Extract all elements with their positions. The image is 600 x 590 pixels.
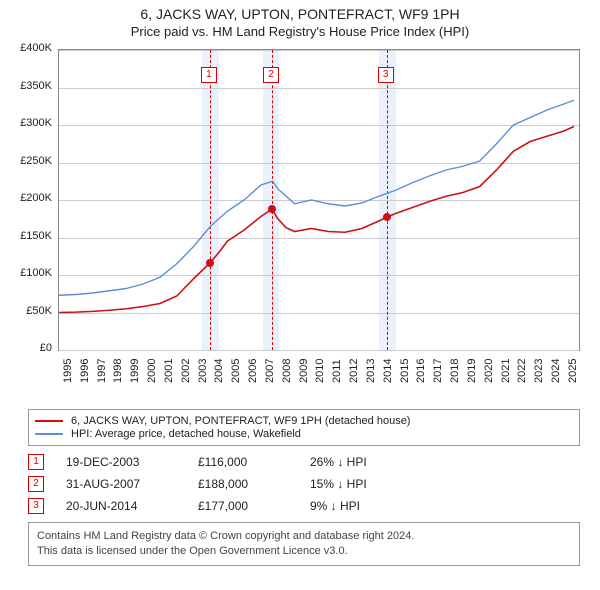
y-axis-label: £50K [10,305,52,317]
x-axis-label: 2014 [382,359,394,383]
x-axis-label: 2000 [146,359,158,383]
y-axis-label: £250K [10,155,52,167]
x-axis-label: 1995 [62,359,74,383]
sale-row: 3 20-JUN-2014 £177,000 9% ↓ HPI [28,498,580,514]
legend-item: 6, JACKS WAY, UPTON, PONTEFRACT, WF9 1PH… [35,415,573,427]
page-subtitle: Price paid vs. HM Land Registry's House … [0,24,600,39]
sales-table: 1 19-DEC-2003 £116,000 26% ↓ HPI 2 31-AU… [28,454,580,514]
series-property [59,127,574,313]
sale-marker: 3 [28,498,44,514]
y-axis-label: £200K [10,192,52,204]
sale-price: £177,000 [198,499,288,513]
legend-item: HPI: Average price, detached house, Wake… [35,428,573,440]
sale-price: £188,000 [198,477,288,491]
x-axis-label: 2015 [399,359,411,383]
x-axis-label: 2009 [298,359,310,383]
x-axis-label: 2005 [230,359,242,383]
legend-swatch [35,420,63,422]
sale-marker: 2 [263,67,279,83]
sale-marker: 3 [378,67,394,83]
page-title: 6, JACKS WAY, UPTON, PONTEFRACT, WF9 1PH [0,6,600,22]
y-axis-label: £400K [10,42,52,54]
y-axis-label: £150K [10,230,52,242]
x-axis-label: 2006 [247,359,259,383]
price-chart: £0 £50K £100K £150K £200K £250K £300K £350K £400… [10,43,590,403]
plot-area [58,49,580,351]
sale-date: 19-DEC-2003 [66,455,176,469]
sale-date: 31-AUG-2007 [66,477,176,491]
series-hpi [59,100,574,295]
sale-hpi: 9% ↓ HPI [310,499,410,513]
sale-date: 20-JUN-2014 [66,499,176,513]
y-axis-label: £350K [10,80,52,92]
sale-price: £116,000 [198,455,288,469]
sale-row: 2 31-AUG-2007 £188,000 15% ↓ HPI [28,476,580,492]
x-axis-label: 2025 [567,359,579,383]
x-axis-label: 2008 [281,359,293,383]
y-axis-label: £100K [10,267,52,279]
x-axis-label: 2022 [516,359,528,383]
footer-line: Contains HM Land Registry data © Crown c… [37,529,571,544]
x-axis-label: 2020 [483,359,495,383]
sale-marker: 1 [28,454,44,470]
x-axis-label: 2019 [466,359,478,383]
x-axis-label: 2016 [415,359,427,383]
x-axis-label: 2018 [449,359,461,383]
license-footer: Contains HM Land Registry data © Crown c… [28,522,580,566]
legend-label: HPI: Average price, detached house, Wake… [71,428,301,440]
x-axis-label: 2013 [365,359,377,383]
legend-label: 6, JACKS WAY, UPTON, PONTEFRACT, WF9 1PH… [71,415,410,427]
x-axis-label: 2023 [533,359,545,383]
sale-dot [268,205,276,213]
y-axis-label: £0 [10,342,52,354]
chart-legend: 6, JACKS WAY, UPTON, PONTEFRACT, WF9 1PH… [28,409,580,446]
gridline [59,350,579,351]
sale-marker: 1 [201,67,217,83]
x-axis-label: 2021 [500,359,512,383]
sale-row: 1 19-DEC-2003 £116,000 26% ↓ HPI [28,454,580,470]
footer-line: This data is licensed under the Open Gov… [37,544,571,559]
x-axis-label: 2007 [264,359,276,383]
legend-swatch [35,433,63,435]
x-axis-label: 2024 [550,359,562,383]
x-axis-label: 2010 [314,359,326,383]
x-axis-label: 2012 [348,359,360,383]
sale-hpi: 15% ↓ HPI [310,477,410,491]
sale-hpi: 26% ↓ HPI [310,455,410,469]
sale-dot [206,259,214,267]
x-axis-label: 2001 [163,359,175,383]
x-axis-label: 1999 [129,359,141,383]
sale-marker: 2 [28,476,44,492]
x-axis-label: 2002 [180,359,192,383]
y-axis-label: £300K [10,117,52,129]
x-axis-label: 2004 [213,359,225,383]
chart-lines [59,50,579,350]
x-axis-label: 2017 [432,359,444,383]
x-axis-label: 1997 [96,359,108,383]
x-axis-label: 1996 [79,359,91,383]
sale-dot [383,213,391,221]
x-axis-label: 1998 [112,359,124,383]
x-axis-label: 2003 [197,359,209,383]
x-axis-label: 2011 [331,359,343,383]
